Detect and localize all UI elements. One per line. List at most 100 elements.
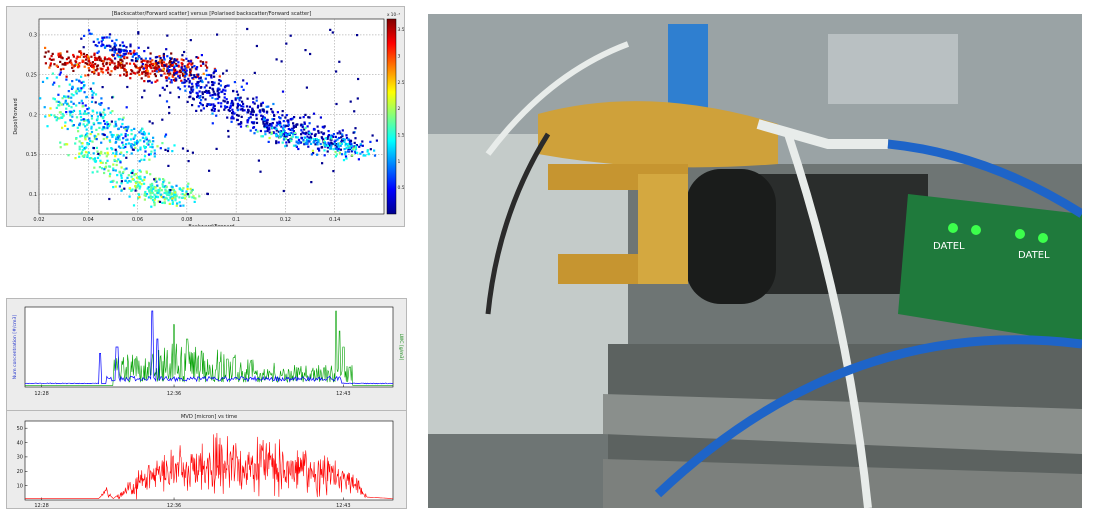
scatter-point bbox=[150, 81, 153, 84]
scatter-point bbox=[237, 123, 240, 126]
scatter-point bbox=[255, 44, 258, 48]
scatter-point bbox=[225, 98, 228, 101]
scatter-point bbox=[182, 196, 185, 199]
scatter-point bbox=[160, 189, 163, 192]
scatter-point bbox=[90, 157, 93, 160]
scatter-point bbox=[173, 144, 176, 147]
scatter-point bbox=[89, 62, 92, 65]
scatter-point bbox=[266, 126, 269, 129]
scatter-point bbox=[202, 107, 205, 110]
scatter-point bbox=[92, 122, 95, 125]
scatter-point bbox=[192, 88, 195, 91]
scatter-point bbox=[281, 114, 284, 117]
scatter-point bbox=[75, 89, 78, 92]
scatter-point bbox=[161, 201, 164, 204]
scatter-point bbox=[316, 143, 319, 146]
scatter-point bbox=[307, 145, 310, 148]
scatter-point bbox=[143, 198, 146, 201]
scatter-point bbox=[207, 90, 210, 93]
scatter-point bbox=[105, 69, 108, 72]
scatter-point bbox=[223, 96, 226, 99]
scatter-point bbox=[130, 189, 133, 192]
scatter-point bbox=[144, 150, 147, 153]
x-tick-label: 12:36 bbox=[167, 391, 181, 397]
scatter-point bbox=[107, 68, 110, 71]
x-tick-label: 12:28 bbox=[34, 503, 48, 508]
scatter-point bbox=[120, 177, 123, 180]
scatter-point bbox=[300, 123, 303, 126]
scatter-point bbox=[255, 96, 258, 99]
scatter-point bbox=[63, 62, 66, 65]
scatter-point bbox=[186, 187, 189, 191]
scatter-point bbox=[87, 142, 90, 146]
scatter-point bbox=[103, 168, 106, 171]
scatter-point bbox=[65, 111, 68, 114]
scatter-point bbox=[83, 154, 86, 157]
scatter-point bbox=[178, 88, 182, 91]
scatter-point bbox=[108, 36, 111, 39]
scatter-point bbox=[197, 73, 200, 76]
scatter-point bbox=[285, 135, 288, 138]
scatter-point bbox=[292, 124, 295, 127]
scatter-point bbox=[185, 69, 188, 72]
scatter-point bbox=[138, 169, 141, 172]
scatter-point bbox=[172, 60, 175, 64]
scatter-point bbox=[86, 155, 89, 158]
scatter-point bbox=[84, 58, 88, 61]
scatter-point bbox=[148, 153, 151, 156]
scatter-point bbox=[191, 77, 194, 80]
scatter-point bbox=[170, 79, 173, 82]
scatter-point bbox=[178, 71, 181, 74]
scatter-point bbox=[335, 102, 338, 106]
scatter-point bbox=[122, 64, 125, 67]
scatter-point bbox=[119, 146, 122, 149]
scatter-point bbox=[79, 89, 82, 92]
scatter-point bbox=[113, 50, 116, 53]
scatter-point bbox=[217, 87, 220, 90]
scatter-point bbox=[238, 99, 241, 102]
scatter-point bbox=[125, 74, 128, 77]
scatter-point bbox=[140, 183, 143, 186]
scatter-point bbox=[97, 50, 100, 53]
scatter-point bbox=[92, 91, 95, 94]
scatter-point bbox=[132, 137, 135, 140]
scatter-point bbox=[356, 151, 359, 154]
scatter-point bbox=[175, 64, 179, 67]
scatter-point bbox=[81, 148, 84, 152]
scatter-point bbox=[89, 132, 92, 136]
scatter-point bbox=[222, 72, 225, 75]
scatter-point bbox=[96, 38, 99, 41]
scatter-point bbox=[204, 98, 207, 101]
scatter-point bbox=[96, 67, 99, 71]
scatter-point bbox=[130, 171, 133, 174]
scatter-point bbox=[347, 150, 350, 153]
scatter-point bbox=[63, 143, 66, 146]
scatter-point bbox=[151, 184, 154, 187]
scatter-point bbox=[169, 189, 172, 192]
scatter-point bbox=[283, 135, 286, 138]
scatter-point bbox=[353, 141, 356, 144]
scatter-point bbox=[77, 63, 80, 66]
scatter-point bbox=[281, 130, 284, 134]
scatter-point bbox=[252, 101, 255, 104]
scatter-point bbox=[317, 131, 320, 134]
scatter-point bbox=[79, 135, 82, 138]
scatter-point bbox=[44, 46, 47, 49]
scatter-point bbox=[280, 125, 283, 128]
scatter-point bbox=[49, 107, 52, 110]
scatter-point bbox=[344, 155, 348, 158]
scatter-point bbox=[267, 105, 270, 108]
colorbar-tick-label: 2.5 bbox=[398, 80, 405, 86]
scatter-point bbox=[114, 120, 117, 123]
scatter-point bbox=[263, 123, 266, 126]
scatter-point bbox=[284, 137, 287, 141]
scatter-point bbox=[101, 167, 104, 170]
scatter-point bbox=[120, 182, 123, 185]
scatter-point bbox=[126, 176, 129, 179]
scatter-point bbox=[84, 151, 88, 154]
x-tick-label: 0.14 bbox=[329, 217, 340, 223]
scatter-point bbox=[306, 135, 309, 138]
scatter-point bbox=[62, 114, 65, 117]
scatter-point bbox=[235, 90, 239, 93]
scatter-point bbox=[123, 126, 126, 129]
